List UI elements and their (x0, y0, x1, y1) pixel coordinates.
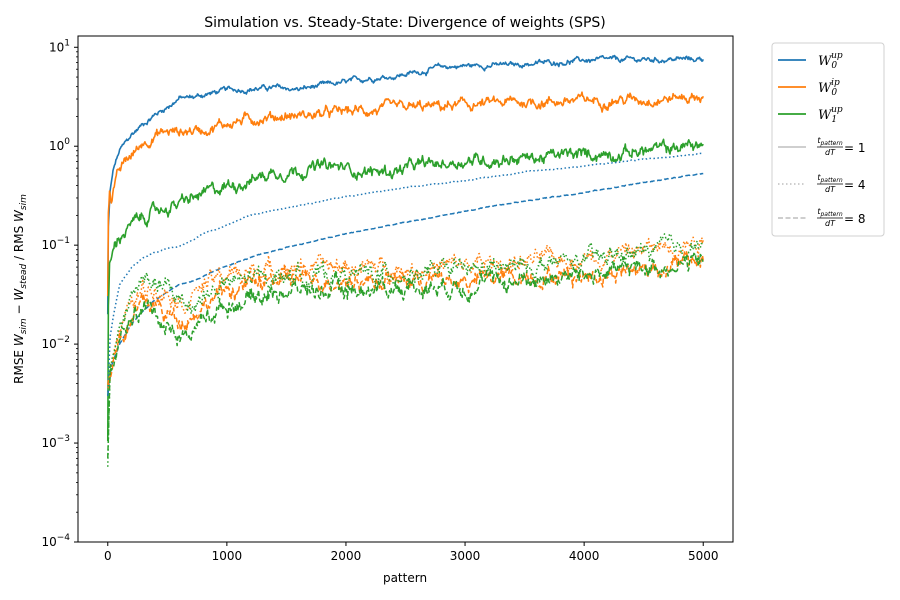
series-line-W0up-ratio-8 (107, 172, 704, 396)
x-axis-label: pattern (383, 571, 427, 585)
series-line-W1up-ratio-1 (106, 138, 704, 441)
series-line-W1up-ratio-4 (107, 232, 704, 467)
legend-fraction-denominator: dT (825, 148, 836, 157)
x-tick-label: 1000 (212, 549, 243, 563)
y-tick-label: 10−4 (41, 533, 70, 549)
x-tick-label: 4000 (569, 549, 600, 563)
series-line-W0up-ratio-1 (106, 54, 704, 315)
legend-label: W1up (818, 105, 843, 125)
chart-title: Simulation vs. Steady-State: Divergence … (204, 15, 606, 31)
y-axis: 10−4 10−3 10−2 10−1 100 101 (41, 38, 78, 549)
series-line-W0ip-ratio-8 (107, 249, 704, 385)
series-line-W0ip-ratio-4 (107, 236, 704, 389)
x-tick-label: 3000 (450, 549, 481, 563)
legend-ratio-value: = 1 (844, 141, 866, 155)
plot-area (106, 54, 704, 467)
legend-fraction-numerator: tpattern (817, 173, 842, 184)
legend-box (771, 42, 885, 237)
x-axis: 0 1000 2000 3000 4000 5000 (104, 542, 719, 563)
y-tick-label: 101 (49, 38, 70, 54)
legend-ratio-value: = 8 (844, 212, 866, 226)
series-line-W0up-ratio-4 (107, 152, 704, 396)
legend-fraction-denominator: dT (825, 219, 836, 228)
x-tick-label: 5000 (688, 549, 719, 563)
axes-frame (77, 35, 734, 543)
x-tick-label: 0 (104, 549, 112, 563)
y-tick-label: 10−2 (41, 335, 70, 351)
x-tick-label: 2000 (331, 549, 362, 563)
legend-fraction-denominator: dT (825, 185, 836, 194)
y-tick-label: 10−1 (41, 236, 70, 252)
legend-ratio-value: = 4 (844, 178, 866, 192)
legend-fraction-numerator: tpattern (817, 136, 842, 147)
legend-fraction-numerator: tpattern (817, 207, 842, 218)
legend-label: W0up (818, 51, 843, 71)
series-line-W0ip-ratio-1 (106, 91, 704, 297)
y-tick-label: 100 (49, 137, 70, 153)
y-axis-label: RMSE Wsim − Wstead / RMS Wsim (12, 194, 29, 384)
legend-label: W0ip (818, 78, 840, 98)
series-line-W1up-ratio-8 (107, 252, 704, 458)
y-tick-label: 10−3 (41, 434, 70, 450)
